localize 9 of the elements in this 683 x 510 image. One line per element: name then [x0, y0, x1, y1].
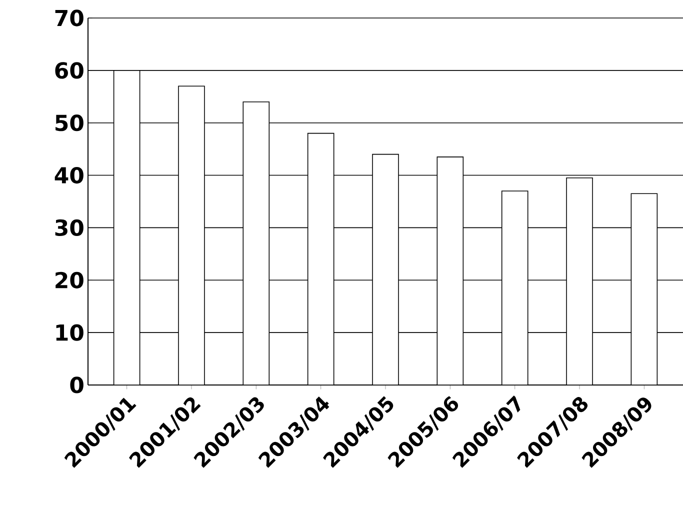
y-tick-label: 30: [55, 219, 84, 236]
bar: [113, 70, 140, 385]
y-tick-label: 70: [55, 10, 84, 26]
y-tick-label: 10: [56, 324, 84, 341]
y-tick-label: 40: [54, 166, 84, 184]
y-tick-label: 20: [56, 272, 84, 288]
y-tick-label: 0: [70, 376, 84, 394]
y-tick-label: 60: [55, 62, 84, 79]
y-tick-label: 50: [56, 114, 84, 132]
